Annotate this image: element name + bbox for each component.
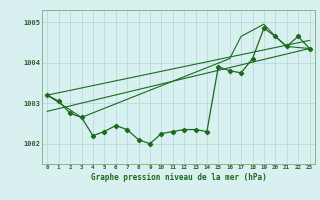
- X-axis label: Graphe pression niveau de la mer (hPa): Graphe pression niveau de la mer (hPa): [91, 173, 266, 182]
